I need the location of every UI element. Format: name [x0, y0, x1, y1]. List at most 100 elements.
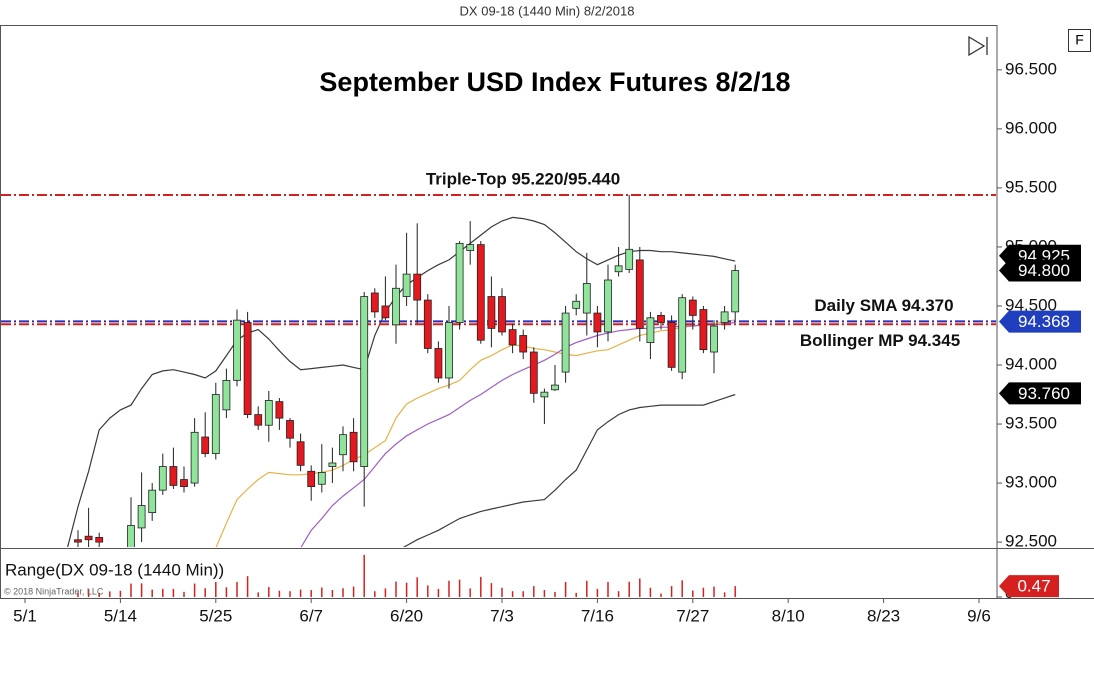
candle-body	[169, 466, 178, 486]
annotation: Daily SMA 94.370	[814, 296, 953, 315]
candle-body	[498, 296, 506, 333]
candle-body	[413, 273, 422, 301]
candle-body	[466, 244, 475, 251]
candle-body	[296, 441, 305, 466]
scroll-end-icon[interactable]	[968, 35, 988, 57]
candle-body	[328, 462, 337, 467]
candle-body	[423, 299, 432, 349]
candle-body	[731, 270, 740, 313]
candle-body	[264, 400, 273, 426]
candle-body	[710, 325, 718, 353]
header: DX 09-18 (1440 Min) 8/2/2018	[460, 3, 635, 18]
candle-body	[572, 300, 581, 309]
overlay: 92.50093.00093.50094.00094.50095.00095.5…	[4, 59, 1081, 625]
candle-body	[646, 317, 655, 343]
candle-body	[339, 434, 347, 456]
candle-body	[604, 279, 612, 333]
price-marker	[999, 310, 1081, 333]
candle-body	[349, 431, 358, 463]
price-marker-label: 93.760	[1018, 384, 1070, 403]
candle-body	[158, 466, 167, 491]
x-tick-label: 6/7	[299, 606, 323, 625]
candle-body	[201, 436, 210, 454]
f-button[interactable]	[1068, 29, 1091, 52]
x-tick-label: 5/14	[104, 606, 137, 625]
candle-body	[381, 305, 390, 319]
candle-body	[519, 335, 528, 353]
candle-body	[180, 479, 188, 488]
x-tick-label: 6/20	[390, 606, 423, 625]
chart-title: September USD Index Futures 8/2/18	[319, 67, 790, 97]
y-tick-label: 96.500	[1005, 59, 1057, 78]
price-marker-label: 94.368	[1018, 312, 1070, 331]
indicator-line	[402, 393, 736, 547]
annotation: Triple-Top 95.220/95.440	[426, 169, 620, 188]
range-label: Range(DX 09-18 (1440 Min))	[5, 560, 224, 579]
price-panel	[1, 194, 996, 547]
candle-body	[137, 505, 146, 529]
y-tick-label: 93.500	[1005, 414, 1057, 433]
candle-body	[657, 315, 665, 323]
x-tick-label: 5/25	[199, 606, 232, 625]
candle-body	[445, 322, 453, 379]
candle-body	[614, 265, 623, 273]
candle-body	[455, 243, 464, 323]
candle-body	[190, 431, 199, 484]
candle-body	[561, 312, 570, 373]
candle-body	[678, 297, 687, 373]
candle-body	[275, 401, 284, 419]
range-marker	[999, 575, 1059, 598]
y-tick-label: 94.500	[1005, 295, 1057, 314]
candle-body	[127, 525, 135, 547]
x-tick-label: 8/10	[772, 606, 805, 625]
candle-body	[540, 391, 549, 398]
y-tick-label: 96.000	[1005, 118, 1057, 137]
candle-body	[434, 348, 443, 379]
candle-body	[307, 470, 316, 488]
y-tick-label: 95.500	[1005, 177, 1057, 196]
x-tick-label: 7/16	[581, 606, 614, 625]
candle-body	[582, 283, 591, 314]
price-marker	[999, 259, 1081, 282]
f-button-label: F	[1075, 32, 1084, 48]
candle-body	[84, 535, 93, 541]
indicator-line	[67, 216, 736, 547]
candle-body	[635, 259, 644, 329]
candle-body	[699, 309, 708, 351]
candle-body	[508, 329, 517, 346]
y-tick-label: 92.500	[1005, 532, 1057, 551]
candle-body	[74, 539, 82, 543]
candle-body	[487, 296, 496, 329]
candle-body	[551, 384, 559, 391]
y-tick-label: 93.000	[1005, 473, 1057, 492]
candle-body	[222, 379, 231, 411]
candle-body	[286, 420, 294, 439]
annotation: Bollinger MP 94.345	[800, 331, 960, 350]
candle-body	[370, 292, 379, 313]
candle-body	[402, 273, 411, 297]
x-tick-label: 7/3	[490, 606, 514, 625]
y-tick-label: 94.000	[1005, 354, 1057, 373]
candle-body	[720, 311, 729, 323]
candle-body	[360, 296, 369, 467]
copyright: © 2018 NinjaTrader, LLC	[4, 586, 104, 596]
candle-body	[243, 322, 252, 415]
candle-body	[667, 322, 676, 368]
candle-body	[317, 472, 326, 485]
candle-body	[529, 351, 538, 394]
range-marker-label: 0.47	[1017, 577, 1050, 596]
candle-body	[211, 394, 220, 454]
candle-body	[95, 536, 104, 543]
x-tick-label: 8/23	[867, 606, 900, 625]
x-tick-label: 5/1	[13, 606, 37, 625]
price-marker-label: 94.800	[1018, 261, 1070, 280]
indicator-line	[300, 321, 736, 547]
candle-body	[593, 312, 602, 333]
x-tick-label: 9/6	[967, 606, 991, 625]
candle-body	[392, 287, 400, 326]
price-marker	[999, 382, 1081, 405]
candle-body	[233, 319, 241, 381]
